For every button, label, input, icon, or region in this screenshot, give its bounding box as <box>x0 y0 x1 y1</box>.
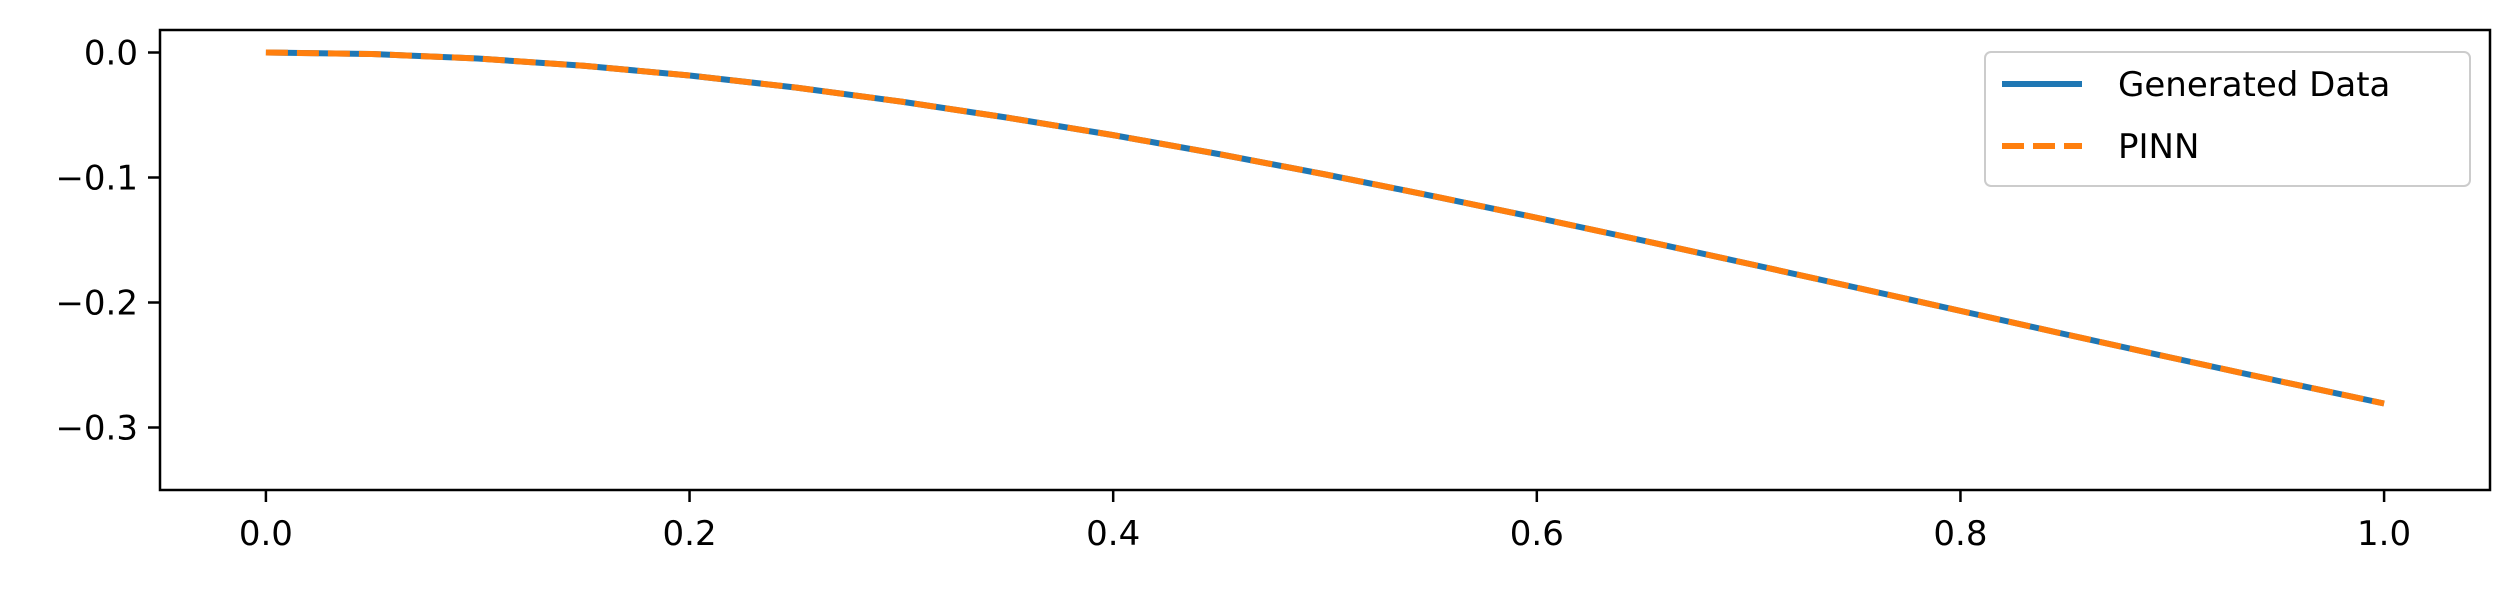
y-tick-label: −0.3 <box>55 409 138 449</box>
y-tick-label: −0.2 <box>55 284 138 324</box>
series-layer <box>265 49 2385 407</box>
plot-frame <box>158 28 2492 492</box>
y-axis: 0.0 −0.1 −0.2 −0.3 <box>55 34 160 449</box>
legend: Generated Data PINN <box>1984 51 2471 187</box>
x-tick-label: 0.0 <box>239 514 293 554</box>
x-tick-label: 1.0 <box>2357 514 2411 554</box>
legend-label-pinn: PINN <box>2118 127 2199 167</box>
y-tick-label: 0.0 <box>84 34 138 74</box>
series-line-pinn <box>265 49 2385 407</box>
x-tick-label: 0.4 <box>1086 514 1140 554</box>
x-tick-label: 0.6 <box>1510 514 1564 554</box>
x-axis: 0.0 0.2 0.4 0.6 0.8 1.0 <box>239 490 2411 554</box>
x-tick-label: 0.8 <box>1933 514 1987 554</box>
legend-label-generated-data: Generated Data <box>2118 65 2390 105</box>
legend-frame <box>1984 51 2471 187</box>
x-tick-label: 0.2 <box>663 514 717 554</box>
y-tick-label: −0.1 <box>55 159 138 199</box>
